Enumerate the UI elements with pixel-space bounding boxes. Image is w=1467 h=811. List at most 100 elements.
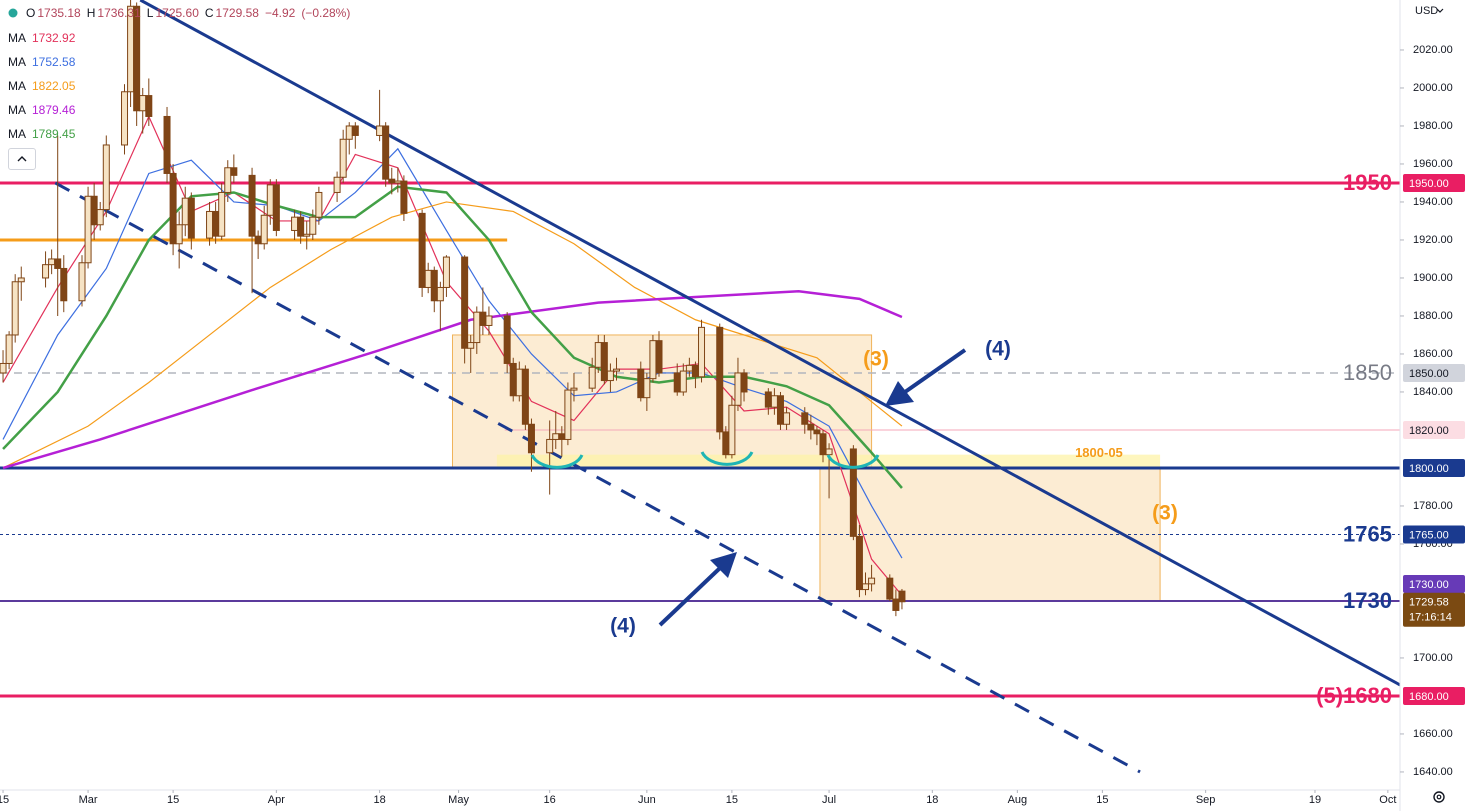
candle-body	[230, 167, 238, 176]
x-tick-label: Apr	[268, 794, 285, 806]
chevron-up[interactable]	[17, 156, 27, 162]
candle-body	[594, 342, 602, 368]
arrow-head	[885, 381, 914, 406]
legend-entry[interactable]: MA 1732.92	[8, 29, 75, 53]
settings-icon[interactable]	[1433, 791, 1445, 803]
ohlc-header: O 1735.18 H 1736.31 L 1725.60 C 1729.58 −4.92 (−0…	[8, 6, 356, 20]
candle-body	[388, 178, 396, 184]
candle-body	[600, 342, 608, 382]
candle-body	[886, 577, 894, 600]
candle-body	[54, 258, 62, 269]
x-tick-label: Oct	[1379, 794, 1396, 806]
collapse-icon[interactable]	[9, 149, 35, 169]
candle-body	[564, 389, 572, 440]
legend-name: MA	[8, 103, 26, 117]
candle-body	[218, 191, 226, 237]
candle-body	[764, 391, 772, 408]
plot-area: 1800-05 (3) (4) (3) (4)	[0, 0, 1400, 774]
price-tag-label: 1950.00	[1409, 178, 1449, 190]
currency-label[interactable]: USD	[1415, 5, 1438, 17]
candle-body	[770, 395, 778, 408]
candle-body	[685, 364, 693, 372]
candle-body	[461, 256, 469, 349]
candle-body	[60, 267, 68, 302]
candle-body	[309, 216, 317, 235]
x-tick-label: 18	[926, 794, 938, 806]
candle-body	[436, 286, 444, 302]
support-arc	[530, 454, 584, 469]
candle-body	[546, 438, 554, 454]
candle-body	[382, 125, 390, 180]
level-text: 1765	[1343, 521, 1392, 546]
legend-entry[interactable]: MA 1789.45	[8, 125, 75, 149]
support-arc	[700, 451, 754, 466]
currency-chevron[interactable]	[1436, 8, 1444, 13]
candle-body	[442, 256, 450, 288]
legend-name: MA	[8, 55, 26, 69]
x-tick-label: May	[448, 794, 469, 806]
change-percent: (−0.28%)	[301, 6, 351, 20]
candle-body	[424, 269, 432, 288]
price-tag	[1403, 574, 1465, 593]
candle-body	[606, 370, 614, 382]
candle-body	[206, 210, 214, 239]
price-tag	[1403, 525, 1465, 544]
last-price-label: 1729.58	[1409, 597, 1449, 609]
candle-body	[655, 340, 663, 374]
candle-body	[303, 233, 311, 237]
legend-entry[interactable]: MA 1752.58	[8, 53, 75, 77]
candle-body	[42, 264, 50, 279]
legend-value: 1732.92	[32, 31, 76, 45]
settings-gear-center[interactable]	[1436, 794, 1442, 800]
candle-body	[248, 174, 256, 237]
candle-body	[430, 269, 438, 302]
candle-body	[819, 433, 827, 456]
legend-value: 1879.46	[32, 103, 76, 117]
candle-body	[892, 598, 900, 611]
x-tick-label: 15	[726, 794, 738, 806]
candle-body	[181, 197, 189, 226]
wave-label: (3)	[1152, 502, 1178, 525]
candle-body	[515, 368, 523, 397]
x-tick-label: Mar	[79, 794, 98, 806]
ohlc-key: L	[146, 6, 154, 20]
candle-body	[96, 209, 104, 226]
candle-body	[612, 368, 620, 372]
legend-value: 1752.58	[32, 55, 76, 69]
ohlc-value: 1729.58	[215, 6, 259, 20]
candle-body	[509, 362, 517, 397]
ohlc-key: C	[204, 6, 214, 20]
candle-body	[90, 195, 98, 226]
candle-body	[527, 423, 535, 454]
price-tag-label: 1680.00	[1409, 691, 1449, 703]
candle-body	[855, 535, 863, 591]
candle-body	[11, 281, 19, 336]
legend-name: MA	[8, 31, 26, 45]
candle-body	[467, 342, 475, 349]
candle-body	[473, 311, 481, 344]
wave-label: (4)	[985, 338, 1011, 361]
x-tick-label: 15	[0, 794, 9, 806]
y-tick-label: 1960.00	[1413, 158, 1453, 170]
x-tick-label: Jun	[638, 794, 656, 806]
price-tag-label: 1800.00	[1409, 463, 1449, 475]
settings-gear[interactable]	[1433, 791, 1445, 803]
legend-entry[interactable]: MA 1879.46	[8, 101, 75, 125]
candle-body	[169, 172, 177, 245]
candle-body	[485, 315, 493, 326]
candle-body	[17, 277, 25, 283]
zone-label: 1800-05	[1075, 445, 1123, 460]
ohlc-value: 1735.18	[37, 6, 81, 20]
change: −4.92	[264, 6, 296, 20]
candle-body	[734, 372, 742, 406]
arrow-head	[710, 552, 737, 578]
y-tick-label: 1840.00	[1413, 386, 1453, 398]
candle-body	[558, 433, 566, 440]
collapse-button[interactable]	[8, 148, 36, 170]
candle-body	[643, 378, 651, 399]
legend-entry[interactable]: MA 1822.05	[8, 77, 75, 101]
price-tag	[1403, 363, 1465, 382]
